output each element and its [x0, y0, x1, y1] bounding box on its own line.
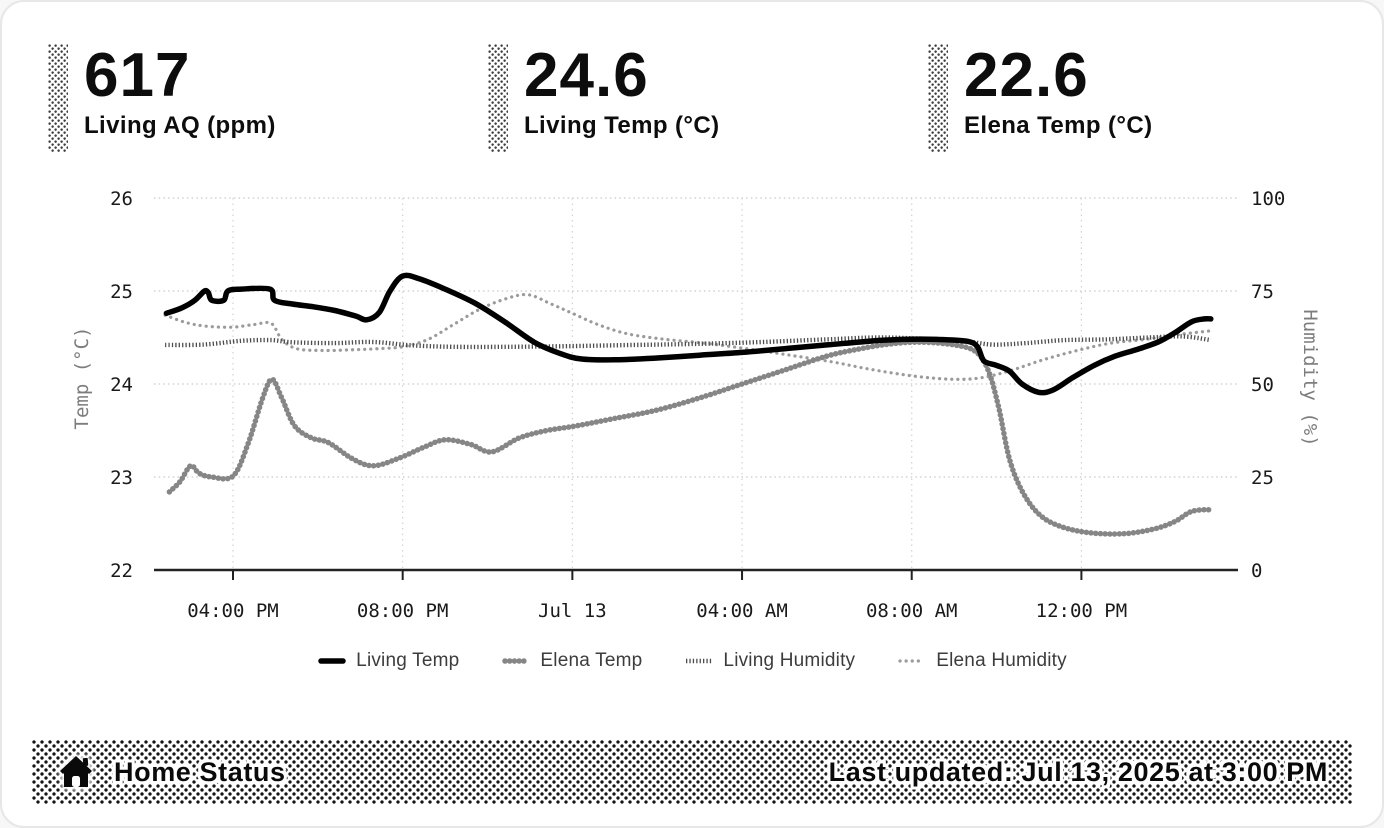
dither-accent-bar — [928, 44, 948, 152]
stat-card-living-temp: 24.6 Living Temp (°C) — [488, 44, 720, 152]
y-right-tick-label: 75 — [1251, 281, 1274, 303]
status-footer: Home Status Last updated: Jul 13, 2025 a… — [32, 740, 1352, 804]
chart-legend: Living Temp Elena Temp Living Humidity E… — [2, 650, 1382, 672]
stat-label-living-aq: Living AQ (ppm) — [84, 112, 276, 140]
y-left-tick-label: 26 — [110, 188, 133, 210]
stats-row: 617 Living AQ (ppm) 24.6 Living Temp (°C… — [2, 44, 1382, 154]
y-right-tick-label: 25 — [1251, 467, 1274, 489]
x-tick-label: 08:00 AM — [866, 600, 958, 622]
y-right-tick-label: 0 — [1251, 560, 1262, 582]
last-updated-text: Last updated: Jul 13, 2025 at 3:00 PM — [828, 756, 1328, 787]
x-tick-label: 04:00 AM — [696, 600, 788, 622]
legend-item-living-humidity: Living Humidity — [684, 650, 855, 672]
legend-label: Elena Humidity — [936, 650, 1067, 671]
home-icon — [56, 752, 96, 792]
y-left-tick-label: 23 — [110, 467, 133, 489]
stat-label-living-temp: Living Temp (°C) — [524, 112, 720, 140]
y-right-tick-label: 50 — [1251, 374, 1274, 396]
y-left-tick-label: 24 — [110, 374, 133, 396]
series-line-elena-temp — [166, 339, 1214, 537]
legend-label: Living Humidity — [723, 650, 856, 671]
series-line-living-humidity — [165, 334, 1212, 350]
footer-title: Home Status — [114, 756, 286, 787]
stat-value-living-aq: 617 — [84, 41, 191, 110]
y-left-tick-label: 22 — [110, 560, 133, 582]
x-tick-label: 12:00 PM — [1036, 600, 1128, 622]
legend-swatch-solid-line — [318, 658, 346, 664]
legend-swatch-sparse-dotted-line — [898, 659, 926, 663]
stat-card-elena-temp: 22.6 Elena Temp (°C) — [928, 44, 1153, 152]
stat-label-elena-temp: Elena Temp (°C) — [964, 112, 1153, 140]
legend-swatch-dense-dotted-line — [686, 658, 713, 664]
x-tick-label: Jul 13 — [538, 600, 607, 622]
y-right-axis-title: Humidity (%) — [1299, 309, 1321, 446]
legend-item-living-temp: Living Temp — [317, 650, 459, 672]
legend-item-elena-temp: Elena Temp — [501, 650, 642, 672]
dither-accent-bar — [488, 44, 508, 152]
legend-label: Living Temp — [356, 650, 460, 671]
y-right-tick-label: 100 — [1251, 188, 1285, 210]
x-tick-label: 04:00 PM — [187, 600, 279, 622]
stat-card-living-aq: 617 Living AQ (ppm) — [48, 44, 276, 152]
stat-value-living-temp: 24.6 — [524, 41, 649, 110]
legend-item-elena-humidity: Elena Humidity — [897, 650, 1067, 672]
x-tick-label: 08:00 PM — [357, 600, 449, 622]
legend-swatch-dot-chain-line — [502, 658, 531, 664]
y-left-axis-title: Temp (°C) — [71, 327, 93, 430]
legend-label: Elena Temp — [540, 650, 643, 671]
series-line-living-temp — [163, 272, 1214, 396]
y-left-tick-label: 25 — [110, 281, 133, 303]
stat-value-elena-temp: 22.6 — [964, 41, 1089, 110]
dither-accent-bar — [48, 44, 68, 152]
